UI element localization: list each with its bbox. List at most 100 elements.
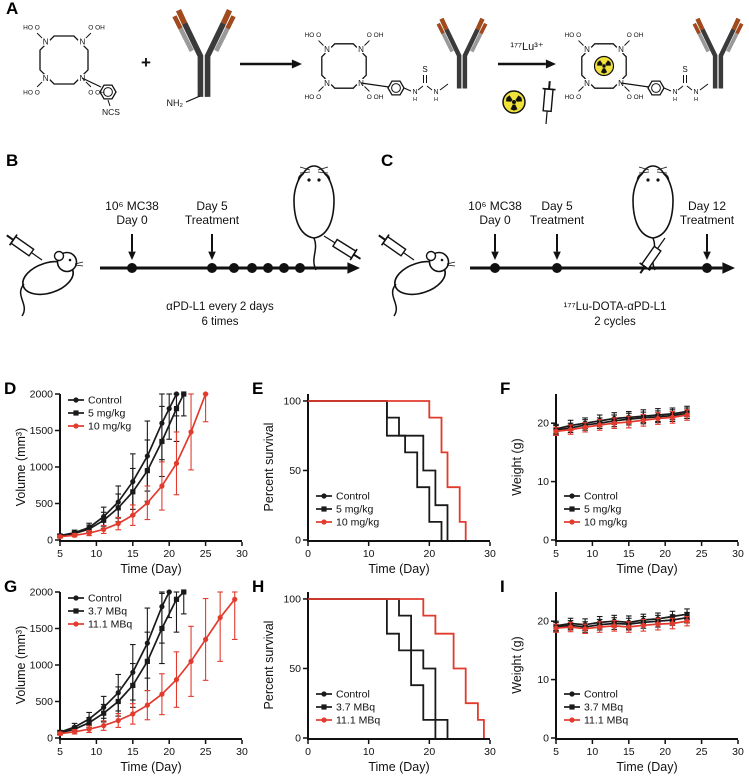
x-tick-label: 25 [200,746,212,758]
mouse-eye [307,178,311,182]
data-marker [669,414,676,420]
data-marker [684,412,690,418]
survival-curve [308,598,449,738]
data-marker [597,624,603,630]
benzene-ring [387,80,405,96]
survival-curve [308,400,467,540]
data-marker [86,526,92,532]
data-marker [101,710,107,716]
x-tick-label: 10 [91,746,103,758]
legend-label: 11.1 MBq [584,715,628,727]
y-tick-label: 50 [289,663,301,675]
timeline-dot [229,263,239,273]
data-marker [553,625,559,631]
treatment-label: Treatment [680,213,735,227]
arrowhead [553,251,561,260]
mouse-side-view [391,250,456,317]
x-tick-label: 15 [127,548,139,560]
regimen-caption: αPD-L1 every 2 days [166,301,274,313]
nitrogen-label: N [358,45,364,54]
y-tick-label: 2000 [30,389,54,401]
legend-label: 3.7 MBq [336,702,375,714]
data-marker [321,519,327,525]
data-marker [130,711,136,717]
nitrogen-label: N [324,79,330,88]
data-series-line [555,620,688,630]
data-series-line [555,613,688,627]
data-marker [640,622,646,628]
legend-label: Control [88,593,122,605]
data-marker [144,702,150,708]
mouse-eye [656,178,660,182]
nitrogen-label: N [618,45,624,54]
nitrogen-label: N [433,89,438,96]
y-tick-label: 0 [295,733,301,745]
y-tick-label: 0 [543,733,549,745]
data-marker [203,391,209,397]
data-marker [115,717,121,724]
weight-plot: 5 10 15 20 25 30 0 10 20 Time (Day) Weight (g) Cont… [510,592,744,774]
mouse-eye [440,258,444,262]
tumor-volume-plot: 5 10 15 20 25 30 0 500 1000 1500 2000 Time (Day) Vol… [14,389,248,577]
data-marker [567,427,574,433]
data-marker [101,517,107,523]
data-marker [144,500,150,506]
lu177-label: ¹⁷⁷Lu³⁺ [510,41,544,53]
data-marker [569,717,575,723]
x-tick-label: 10 [91,548,103,560]
data-marker [173,596,180,602]
data-marker [130,682,136,689]
data-marker [626,624,632,630]
data-marker [569,493,575,499]
hydrogen-label: H [673,97,677,103]
x-tick-label: 5 [57,746,63,758]
survival-plot: 0 10 20 30 0 50 100 Time (Day) Percent survival C… [262,592,496,774]
mouse-ear [425,250,437,262]
x-tick-label: 25 [200,548,212,560]
data-marker [173,677,180,683]
x-tick-label: 30 [236,548,248,560]
data-marker [611,623,617,629]
panel-label-b: B [6,151,19,170]
mouse-eye [646,178,650,182]
legend-label: 11.1 MBq [88,619,132,631]
chart-tumor-volume-apdl1: D 5 10 15 20 25 30 0 500 1000 1500 2000 Time (Day) V… [4,380,250,578]
carboxyl-label: O OH [367,32,384,39]
x-tick-label: 0 [305,548,311,560]
data-marker [181,589,187,595]
x-tick-label: 25 [696,746,708,758]
legend-label: 5 mg/kg [88,408,126,420]
data-marker [71,532,78,538]
x-tick-label: 20 [423,746,435,758]
nitrogen-label: N [693,89,698,96]
carboxyl-label: HO O [23,24,40,31]
ncs-label: NCS [102,107,120,117]
inoculation-label: 10⁶ MC38 [468,199,522,213]
x-tick-label: 20 [659,548,671,560]
nitrogen-label: N [79,37,85,46]
data-marker [101,722,107,729]
mouse-tail [19,283,26,317]
panel-label-f: F [500,379,511,398]
carboxyl-label: HO O [565,94,582,101]
data-marker [669,620,676,627]
legend-label: 3.7 MBq [584,702,623,714]
survival-curve [308,400,449,540]
panel-label-i: I [500,577,505,596]
mouse-eye [68,258,72,262]
y-tick-label: 2000 [30,587,54,599]
syringe-icon [639,237,666,274]
regimen-caption: 6 times [201,316,238,328]
carboxyl-label: HO O [305,32,322,39]
treatment-day-label: Day 12 [688,199,726,213]
mouse-ear [53,250,65,262]
y-tick-label: 20 [537,418,549,430]
chart-weight-lu177: I 5 10 15 20 25 30 0 10 20 Time (Day) Weight (g) Co… [500,577,746,776]
data-marker [130,489,136,495]
x-tick-label: 30 [484,548,496,560]
data-marker [217,614,223,621]
syringe-icon [378,234,415,261]
y-tick-label: 10 [537,674,549,686]
